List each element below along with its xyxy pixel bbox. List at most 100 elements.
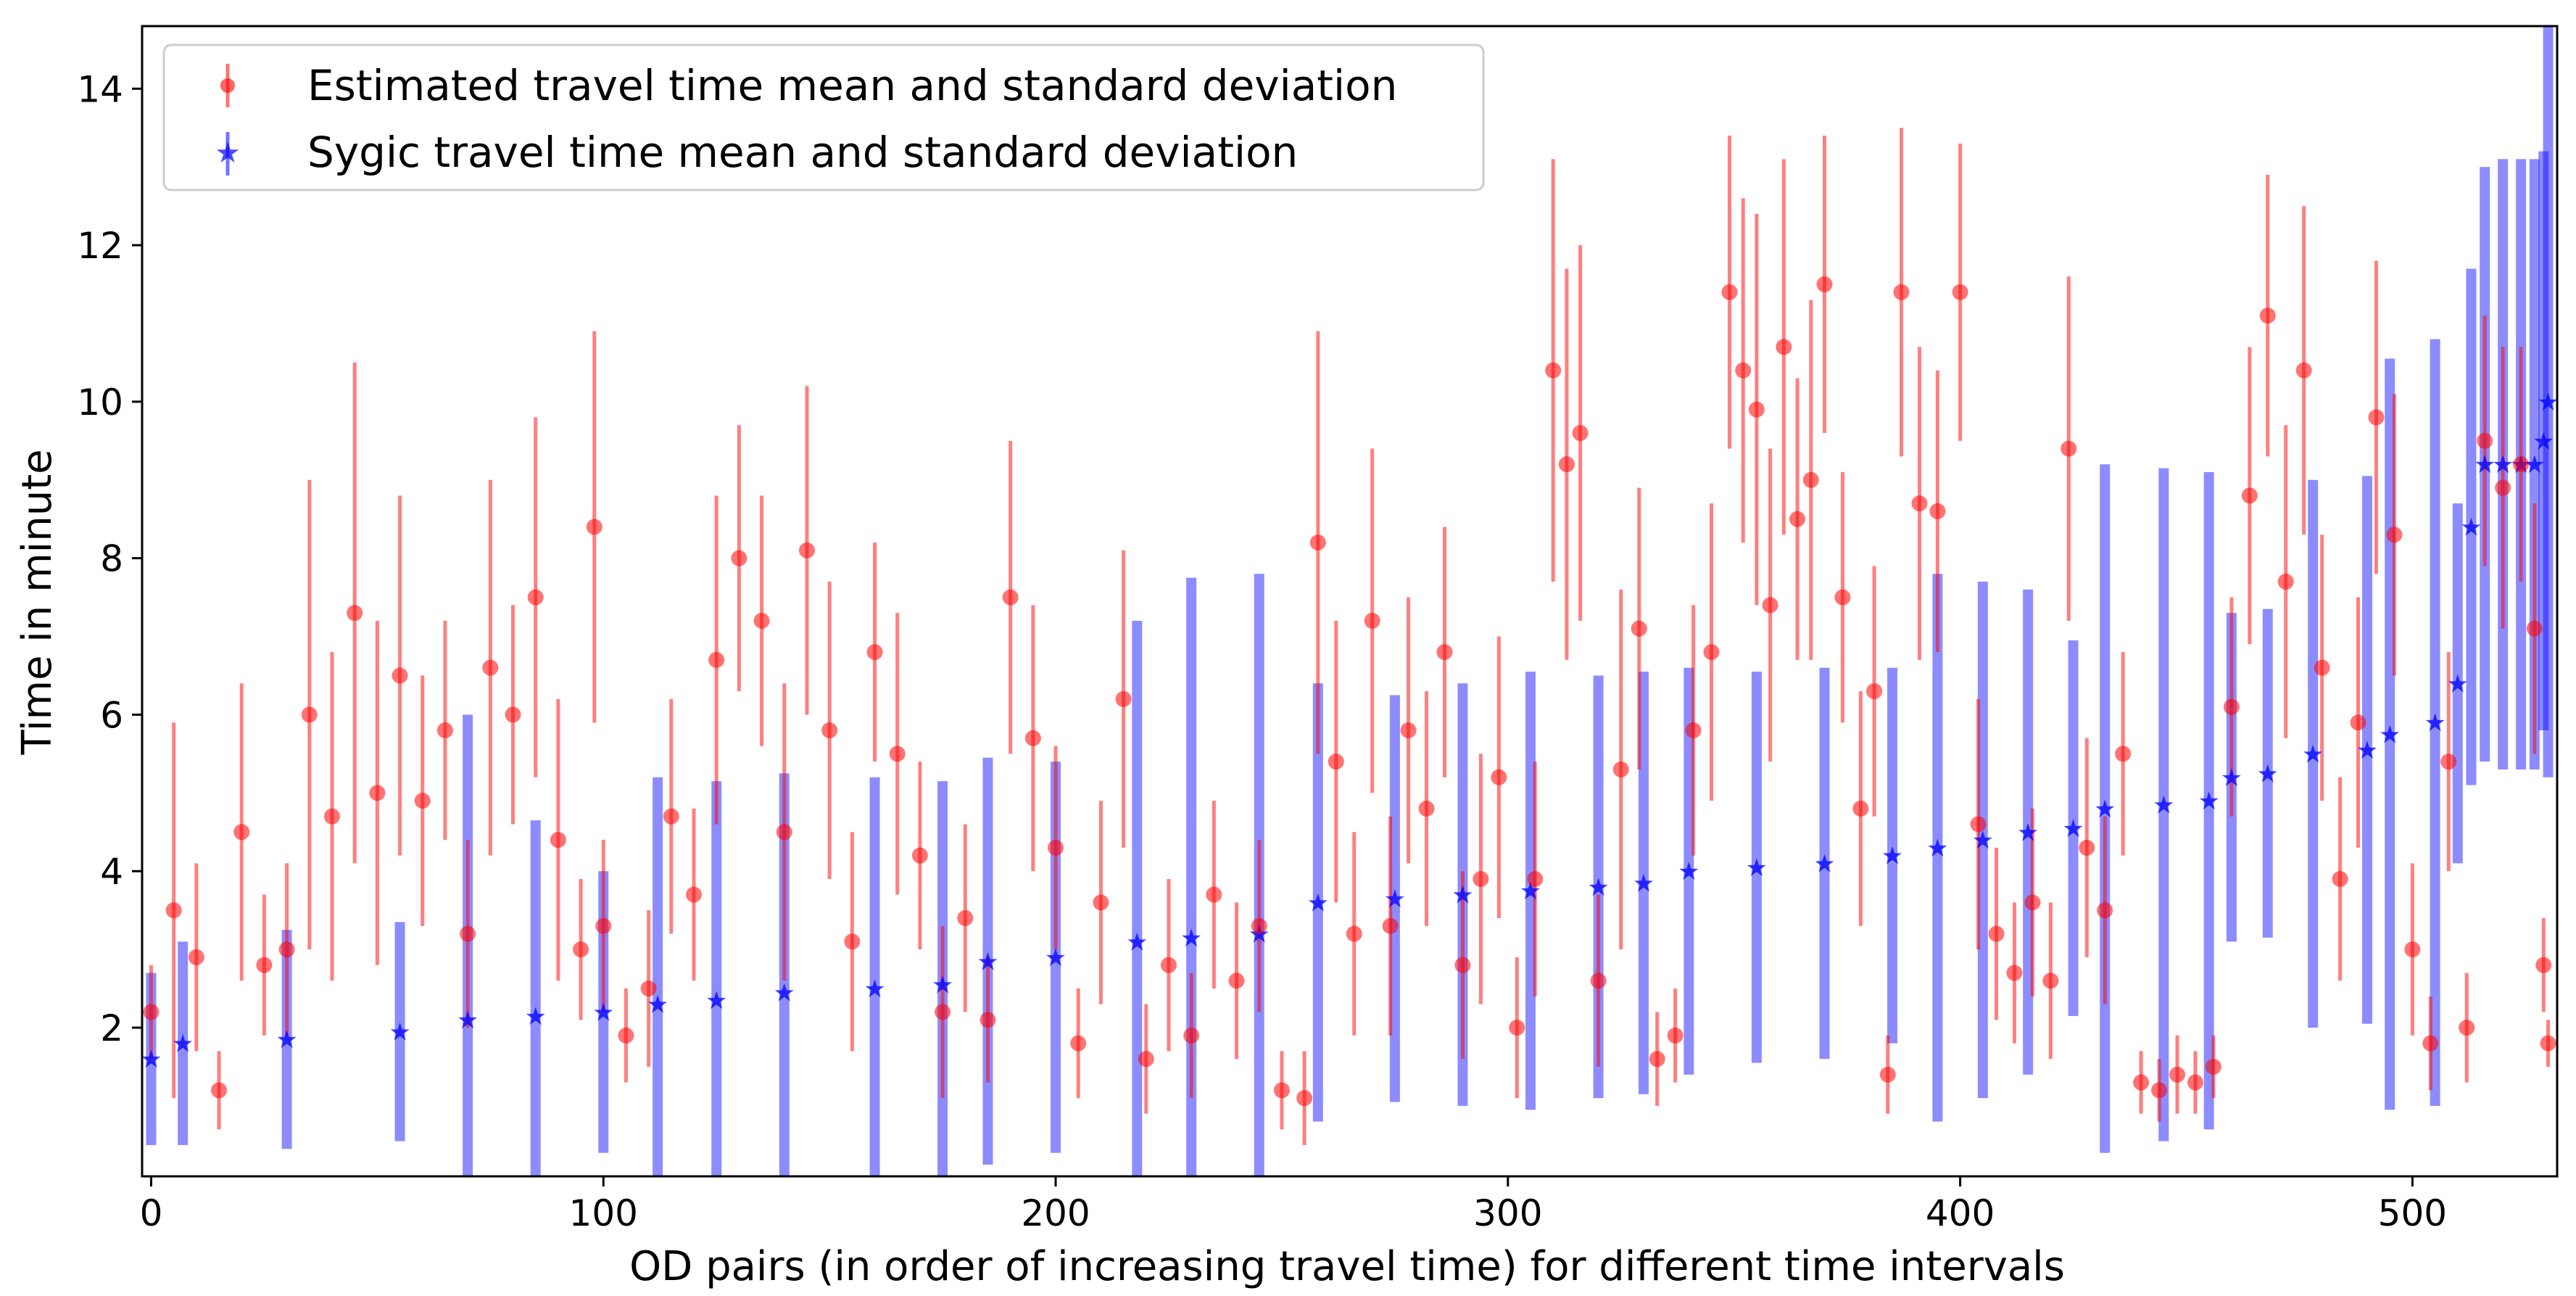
point-estimated-63 [1491, 769, 1507, 785]
point-estimated-89 [1911, 495, 1928, 512]
point-sygic-8: ★ [705, 986, 727, 1015]
point-estimated-9 [347, 605, 363, 622]
y-tick-label-0: 2 [100, 1007, 123, 1049]
y-tick-label-5: 12 [77, 225, 123, 267]
point-estimated-24 [663, 808, 679, 825]
point-estimated-93 [1988, 925, 2005, 942]
x-axis-title: OD pairs (in order of increasing travel … [629, 1243, 2065, 1290]
point-sygic-47: ★ [2537, 388, 2559, 417]
point-sygic-26: ★ [1881, 842, 1903, 871]
legend-frame [162, 44, 1485, 191]
point-estimated-22 [618, 1027, 634, 1044]
plot-area: ★ ★ ★ ★ ★ ★ ★ ★ ★ ★ ★ ★ ★ ★ ★ ★ ★ ★ ★ ★ ★ ★ ★ ★ ★ ★ ★ ★ ★ ★ ★ ★ ★ ★ ★ ★ ★ ★ ★ ★… [140, 26, 2559, 1176]
point-estimated-117 [2422, 1035, 2439, 1052]
point-estimated-39 [1002, 589, 1019, 606]
point-sygic-21: ★ [1587, 873, 1609, 902]
point-estimated-87 [1879, 1066, 1896, 1083]
point-sygic-11: ★ [932, 971, 953, 1000]
point-estimated-5 [256, 957, 273, 973]
legend-label-sygic: Sygic travel time mean and standard devi… [307, 128, 1298, 177]
point-sygic-0: ★ [140, 1045, 162, 1074]
point-estimated-92 [1970, 816, 1987, 833]
point-estimated-83 [1816, 276, 1833, 293]
point-estimated-55 [1346, 925, 1362, 942]
point-estimated-121 [2495, 479, 2511, 496]
markers-estimated [143, 276, 2556, 1107]
point-estimated-13 [436, 722, 453, 739]
point-estimated-125 [2540, 1035, 2556, 1052]
point-estimated-6 [278, 941, 295, 958]
point-estimated-98 [2079, 839, 2095, 856]
point-estimated-42 [1070, 1035, 1087, 1052]
point-sygic-13: ★ [1045, 944, 1067, 973]
point-estimated-45 [1138, 1051, 1154, 1068]
point-estimated-64 [1509, 1020, 1525, 1036]
point-sygic-46: ★ [2532, 427, 2554, 456]
x-tick-label-0: 0 [140, 1192, 163, 1234]
legend: Estimated travel time mean and standard … [162, 44, 1485, 191]
point-estimated-97 [2061, 440, 2077, 457]
point-estimated-62 [1473, 871, 1489, 888]
point-estimated-119 [2459, 1020, 2475, 1036]
point-estimated-101 [2133, 1074, 2150, 1091]
point-estimated-76 [1721, 284, 1738, 300]
point-estimated-99 [2097, 902, 2113, 919]
point-estimated-65 [1527, 871, 1544, 888]
point-estimated-102 [2151, 1082, 2168, 1099]
point-estimated-85 [1852, 800, 1869, 817]
point-sygic-25: ★ [1813, 849, 1835, 878]
point-estimated-60 [1436, 644, 1453, 661]
point-sygic-24: ★ [1746, 854, 1768, 883]
point-estimated-95 [2024, 894, 2041, 911]
axes: 0 100 200 300 400 500 2 4 6 8 10 12 14 [77, 25, 2559, 1234]
point-estimated-23 [640, 981, 657, 997]
point-estimated-113 [2350, 714, 2366, 731]
y-tick-label-1: 4 [100, 851, 123, 893]
point-estimated-109 [2277, 574, 2294, 590]
point-estimated-103 [2169, 1066, 2186, 1083]
point-estimated-90 [1929, 503, 1946, 519]
point-sygic-1: ★ [172, 1030, 194, 1059]
legend-entry-estimated: Estimated travel time mean and standard … [220, 61, 1397, 110]
point-estimated-120 [2477, 432, 2493, 449]
point-estimated-31 [821, 722, 838, 739]
point-estimated-80 [1776, 339, 1792, 355]
legend-sygic-star-icon: ★ [215, 136, 241, 170]
point-sygic-41: ★ [2460, 513, 2482, 542]
point-estimated-37 [957, 909, 974, 926]
errorbars-sygic [146, 26, 2554, 1176]
point-sygic-9: ★ [774, 978, 795, 1007]
point-sygic-34: ★ [2221, 764, 2242, 793]
point-estimated-123 [2526, 620, 2543, 637]
point-estimated-111 [2314, 659, 2330, 676]
point-estimated-110 [2295, 362, 2312, 379]
point-estimated-1 [165, 902, 182, 919]
point-estimated-41 [1048, 839, 1064, 856]
point-estimated-104 [2187, 1074, 2203, 1091]
point-estimated-57 [1382, 917, 1399, 934]
point-estimated-51 [1273, 1082, 1290, 1099]
point-estimated-94 [2006, 965, 2023, 981]
point-estimated-107 [2241, 487, 2258, 504]
point-sygic-37: ★ [2356, 736, 2378, 765]
point-estimated-19 [573, 941, 589, 958]
y-tick-label-2: 6 [100, 694, 123, 736]
point-estimated-66 [1545, 362, 1562, 379]
point-estimated-53 [1309, 535, 1326, 551]
point-sygic-23: ★ [1678, 857, 1699, 886]
point-estimated-81 [1789, 511, 1806, 527]
point-estimated-86 [1866, 683, 1883, 700]
point-estimated-15 [482, 659, 499, 676]
point-estimated-43 [1093, 894, 1109, 911]
y-tick-label-6: 14 [77, 68, 123, 110]
point-estimated-68 [1572, 425, 1589, 442]
point-estimated-73 [1667, 1027, 1683, 1044]
point-estimated-4 [233, 824, 250, 841]
point-sygic-4: ★ [457, 1006, 479, 1035]
point-sygic-18: ★ [1384, 885, 1406, 914]
point-estimated-122 [2513, 456, 2530, 473]
point-sygic-40: ★ [2447, 669, 2469, 698]
legend-entry-sygic: ★ Sygic travel time mean and standard de… [215, 128, 1298, 177]
legend-label-estimated: Estimated travel time mean and standard … [307, 61, 1397, 110]
point-estimated-10 [369, 785, 386, 801]
